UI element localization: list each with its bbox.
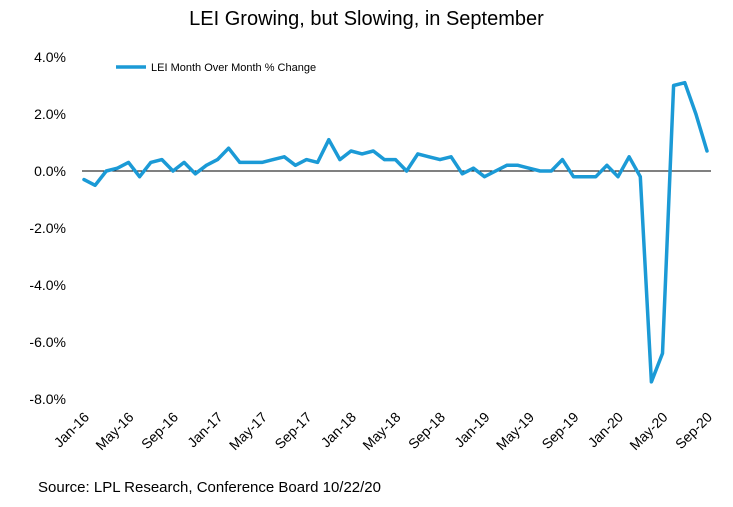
x-tick-label: Jan-16	[51, 409, 93, 451]
data-point	[338, 158, 342, 162]
data-point	[216, 158, 219, 162]
x-tick-label: Jan-19	[451, 409, 493, 451]
y-tick-label: -8.0%	[29, 391, 66, 407]
data-point	[149, 160, 153, 164]
x-tick-label: Sep-18	[405, 409, 448, 452]
data-point	[683, 81, 687, 85]
x-axis: Jan-16 May-16 Sep-16 Jan-17 May-17 Sep-17 Jan-…	[51, 409, 716, 453]
x-tick-label: May-18	[359, 409, 403, 453]
y-tick-label: 0.0%	[34, 163, 66, 179]
data-point	[382, 158, 386, 162]
x-tick-label: May-17	[226, 409, 270, 453]
data-point	[438, 158, 442, 162]
x-tick-label: Jan-17	[184, 409, 226, 451]
data-point	[260, 160, 264, 164]
data-point	[204, 163, 208, 167]
x-tick-label: Sep-17	[271, 409, 314, 452]
data-point	[638, 175, 642, 179]
y-tick-label: -4.0%	[29, 277, 66, 293]
x-tick-label: May-16	[92, 409, 136, 453]
data-point	[427, 155, 431, 159]
source-note: Source: LPL Research, Conference Board 1…	[38, 479, 381, 496]
data-point	[160, 158, 164, 162]
legend: LEI Month Over Month % Change	[116, 62, 316, 74]
data-point	[616, 175, 620, 179]
data-point	[327, 138, 331, 142]
data-point	[694, 112, 698, 116]
data-point	[82, 178, 86, 182]
y-axis: 4.0% 2.0% 0.0% -2.0% -4.0% -6.0% -8.0%	[29, 49, 66, 407]
x-tick-label: Jan-20	[585, 409, 627, 451]
data-point	[316, 160, 320, 164]
data-point	[594, 175, 598, 179]
data-point	[271, 158, 275, 162]
chart-title: LEI Growing, but Slowing, in September	[189, 8, 544, 30]
data-point	[483, 175, 486, 179]
data-point	[672, 84, 676, 87]
series-group	[82, 80, 709, 384]
data-point	[705, 149, 709, 153]
data-point	[449, 155, 453, 159]
data-point	[371, 149, 375, 153]
y-tick-label: -2.0%	[29, 220, 66, 236]
data-point	[583, 175, 587, 179]
data-point	[360, 152, 364, 156]
series-line	[82, 80, 709, 384]
data-point	[282, 155, 286, 159]
data-point	[293, 163, 297, 167]
data-point	[238, 160, 242, 164]
y-tick-label: 4.0%	[34, 49, 66, 65]
y-tick-label: 2.0%	[34, 106, 66, 122]
data-point	[460, 172, 464, 176]
x-tick-label: May-20	[626, 409, 670, 453]
data-point	[661, 351, 664, 355]
data-point	[549, 169, 553, 173]
x-tick-label: May-19	[493, 409, 537, 453]
data-point	[527, 166, 531, 170]
data-point	[171, 169, 175, 173]
data-point	[627, 155, 631, 159]
data-point	[394, 158, 397, 162]
data-point	[471, 166, 475, 170]
data-point	[416, 152, 420, 156]
x-tick-label: Sep-16	[138, 409, 181, 452]
x-tick-label: Sep-19	[538, 409, 581, 452]
data-point	[193, 172, 197, 176]
data-point	[538, 169, 542, 173]
data-point	[505, 163, 509, 167]
data-point	[572, 175, 575, 179]
data-point	[560, 158, 564, 162]
data-point	[115, 166, 119, 170]
data-point	[249, 160, 253, 164]
data-point	[349, 149, 353, 153]
data-point	[182, 160, 186, 164]
data-point	[227, 146, 231, 150]
data-point	[605, 163, 609, 167]
x-tick-label: Jan-18	[318, 409, 360, 451]
data-point	[138, 175, 142, 179]
data-point	[405, 169, 409, 173]
data-point	[494, 169, 498, 173]
data-point	[305, 158, 308, 162]
x-tick-label: Sep-20	[672, 409, 715, 452]
y-tick-label: -6.0%	[29, 334, 66, 350]
data-point	[127, 160, 130, 164]
data-point	[104, 169, 108, 173]
data-point	[93, 183, 97, 187]
data-point	[516, 163, 520, 167]
legend-label: LEI Month Over Month % Change	[151, 62, 316, 74]
data-point	[649, 380, 653, 384]
